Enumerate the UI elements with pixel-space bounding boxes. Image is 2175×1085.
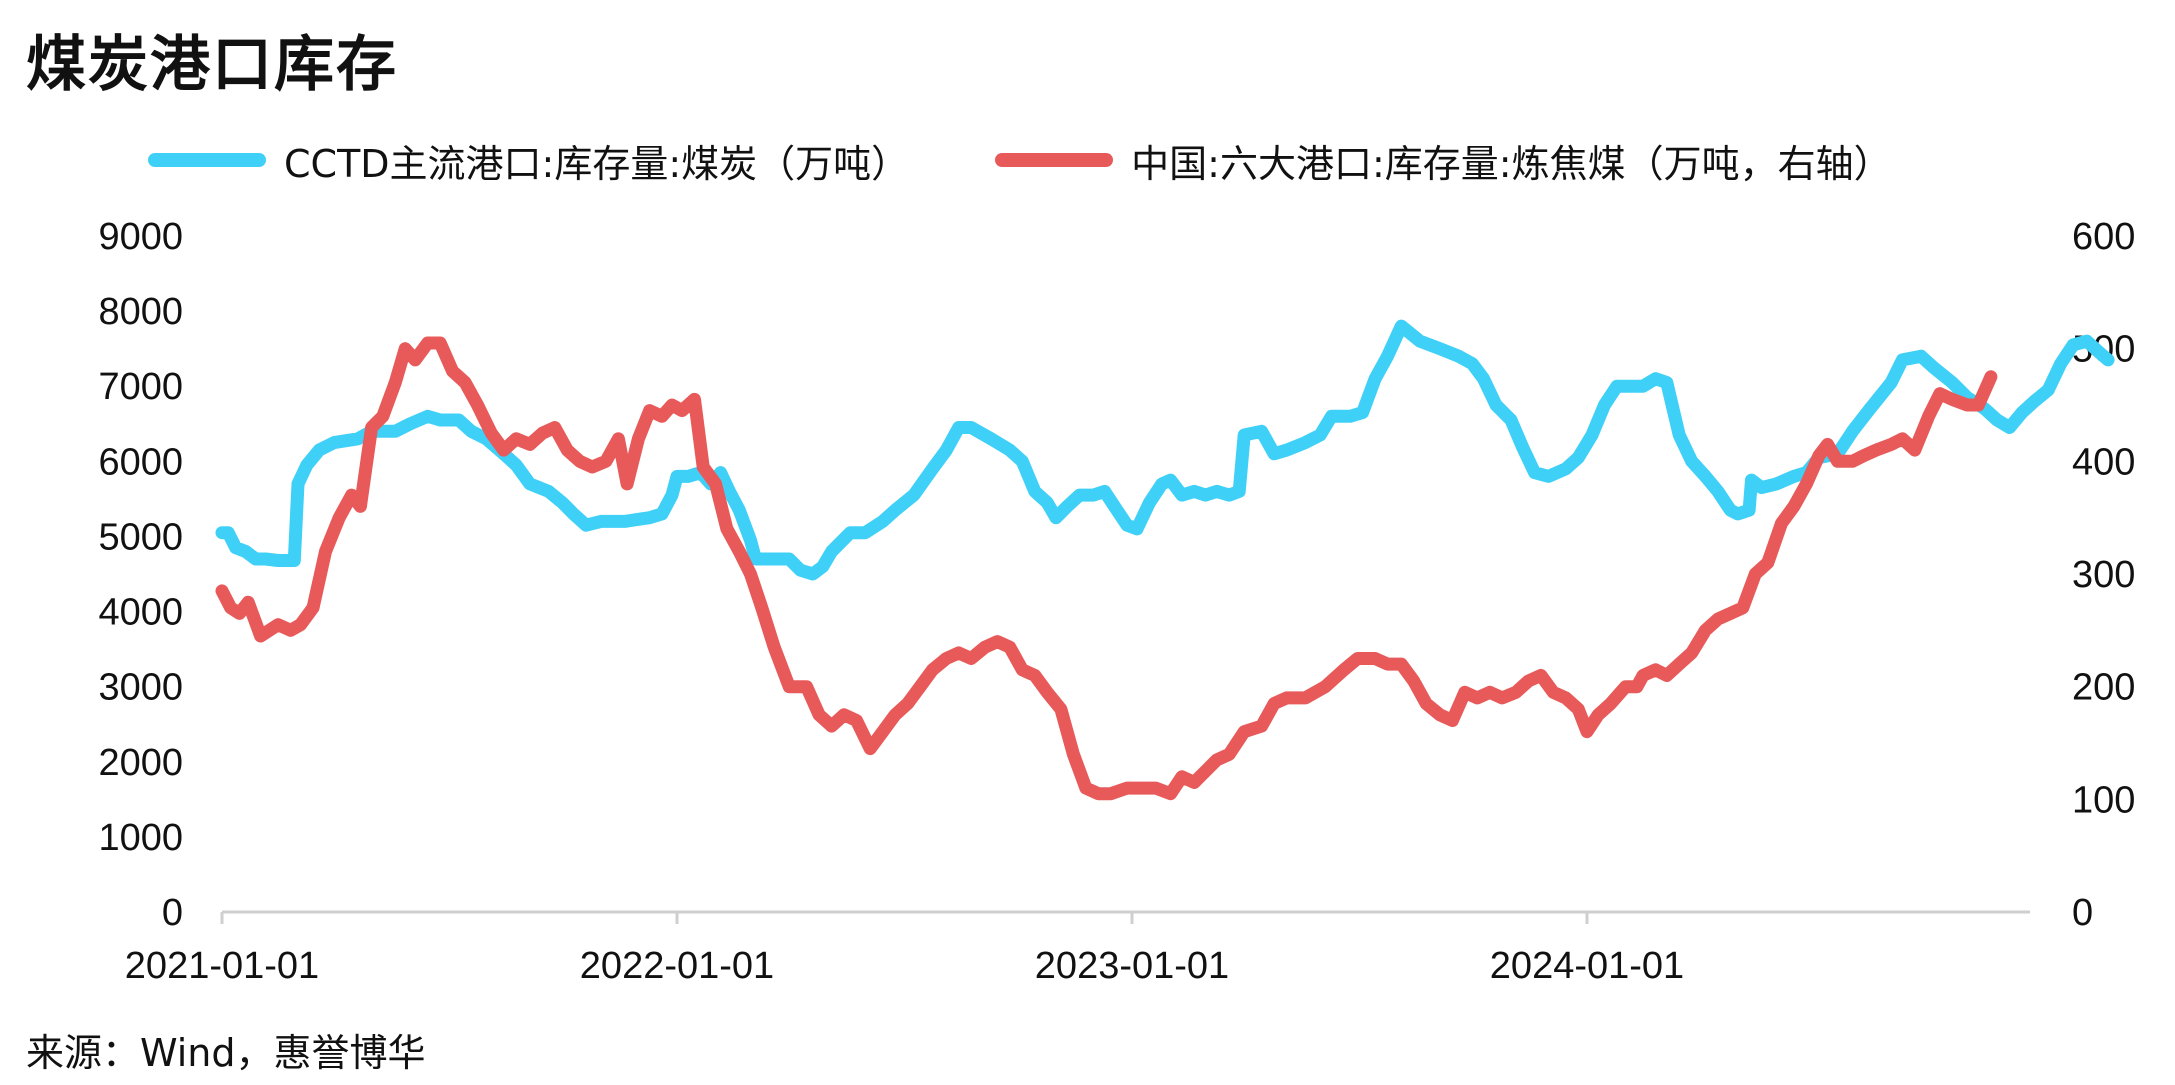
y-left-tick-label: 4000 [98,592,183,634]
y-right-tick-label: 600 [2072,216,2135,258]
x-tick-label: 2024-01-01 [1490,945,1684,987]
legend-label-coal: CCTD主流港口:库存量:煤炭（万吨） [284,141,910,186]
y-left-tick-label: 3000 [98,667,183,709]
series-line-coking-coal [215,336,1998,801]
legend-item-coking-coal: 中国:六大港口:库存量:炼焦煤（万吨，右轴） [995,133,1892,188]
y-right-tick-label: 300 [2072,554,2135,596]
legend: CCTD主流港口:库存量:煤炭（万吨） 中国:六大港口:库存量:炼焦煤（万吨，右… [148,130,1892,190]
y-right-tick-label: 100 [2072,779,2135,821]
y-left-tick-label: 9000 [98,216,183,258]
y-left-tick-label: 1000 [98,817,183,859]
y-left-tick-label: 5000 [98,516,183,558]
source-note: 来源：Wind，惠誉博华 [26,1031,426,1075]
x-tick-label: 2023-01-01 [1035,945,1229,987]
legend-swatch-coal [148,153,266,167]
legend-swatch-coking-coal [995,153,1114,167]
y-left-tick-label: 6000 [98,441,183,483]
chart-title: 煤炭港口库存 [26,30,398,100]
y-right-tick-label: 400 [2072,441,2135,483]
x-tick-label: 2021-01-01 [125,945,319,987]
y-left-tick-label: 0 [162,892,183,934]
y-right-tick-label: 200 [2072,667,2135,709]
series-line-coal [215,319,2115,581]
y-left-tick-label: 8000 [98,291,183,333]
y-left-tick-label: 7000 [98,366,183,408]
legend-item-coal: CCTD主流港口:库存量:煤炭（万吨） [148,133,909,188]
legend-label-coking-coal: 中国:六大港口:库存量:炼焦煤（万吨，右轴） [1131,141,1892,186]
y-right-tick-label: 0 [2072,892,2093,934]
y-left-tick-label: 2000 [98,742,183,784]
x-tick-label: 2022-01-01 [580,945,774,987]
